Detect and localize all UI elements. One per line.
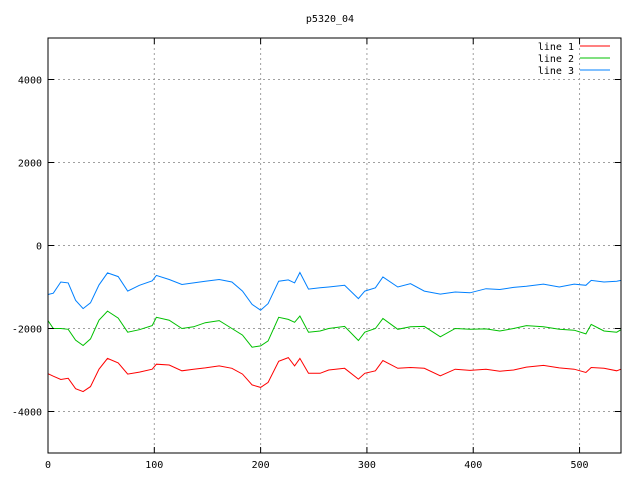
grid bbox=[48, 38, 621, 453]
y-tick-label: -2000 bbox=[12, 325, 42, 336]
chart-title: p5320_04 bbox=[306, 14, 354, 25]
x-tick-label: 500 bbox=[571, 460, 589, 471]
axis-ticks: 0 100 200 300 400 500 -4000 -2000 0 2000 4000 bbox=[12, 38, 621, 471]
series-line-1 bbox=[47, 356, 622, 393]
x-tick-label: 300 bbox=[358, 460, 376, 471]
series-line-3 bbox=[47, 271, 622, 311]
legend-label: line 1 bbox=[538, 42, 574, 53]
y-tick-label: -4000 bbox=[12, 408, 42, 419]
x-tick-label: 100 bbox=[145, 460, 163, 471]
x-tick-label: 400 bbox=[464, 460, 482, 471]
legend-label: line 2 bbox=[538, 54, 574, 65]
y-tick-label: 4000 bbox=[18, 76, 42, 87]
series-line-2 bbox=[47, 310, 622, 348]
x-tick-label: 200 bbox=[252, 460, 270, 471]
y-tick-label: 0 bbox=[36, 242, 42, 253]
legend-label: line 3 bbox=[538, 66, 574, 77]
y-tick-label: 2000 bbox=[18, 159, 42, 170]
x-tick-label: 0 bbox=[45, 460, 51, 471]
series-group bbox=[47, 271, 622, 393]
